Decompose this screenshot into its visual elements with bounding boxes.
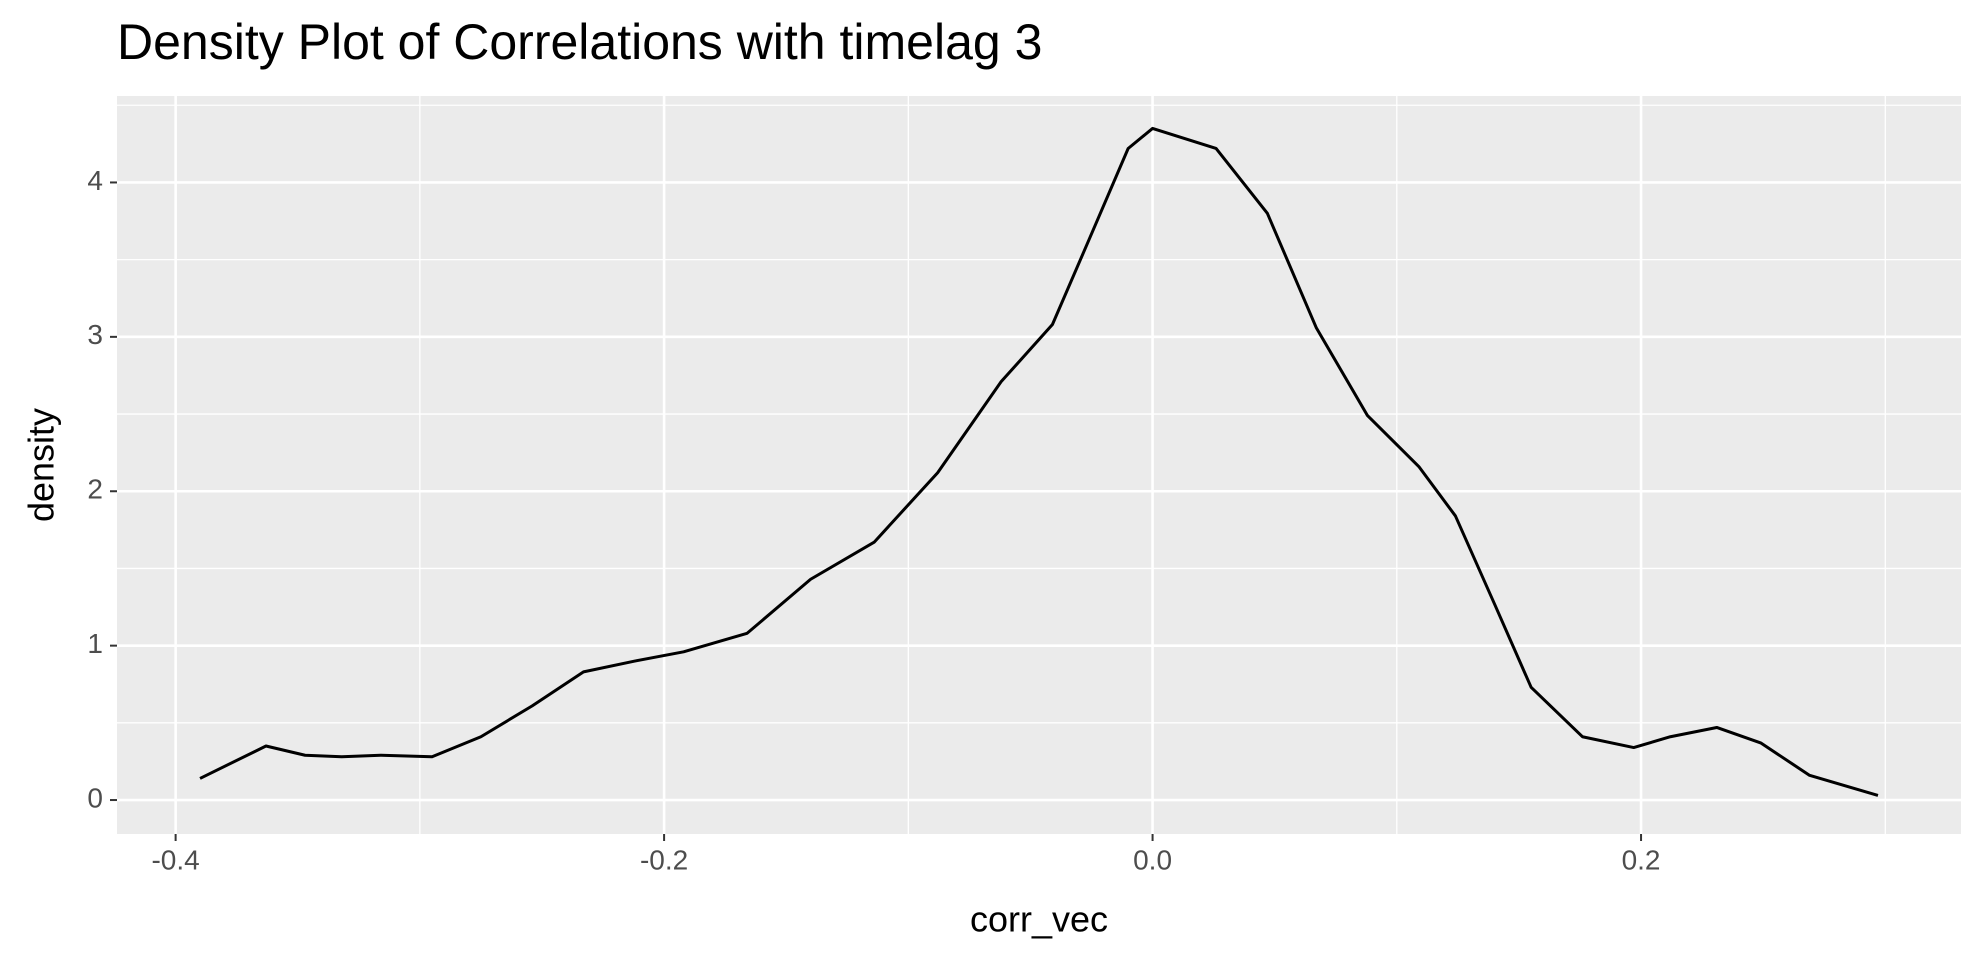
panel (117, 96, 1961, 834)
density-line (199, 126, 1879, 797)
x-tick-label: 0.2 (1622, 844, 1661, 875)
y-tick-label: 2 (87, 474, 103, 505)
y-tick-label: 0 (87, 782, 103, 813)
y-axis-title: density (21, 408, 62, 522)
y-tick-label: 3 (87, 319, 103, 350)
x-tick-label: -0.2 (640, 844, 688, 875)
x-axis-title: corr_vec (970, 899, 1108, 940)
x-tick-label: 0.0 (1133, 844, 1172, 875)
x-tick-label: -0.4 (151, 844, 199, 875)
chart-title: Density Plot of Correlations with timela… (117, 14, 1042, 70)
y-tick-label: 1 (87, 628, 103, 659)
y-tick-label: 4 (87, 165, 103, 196)
